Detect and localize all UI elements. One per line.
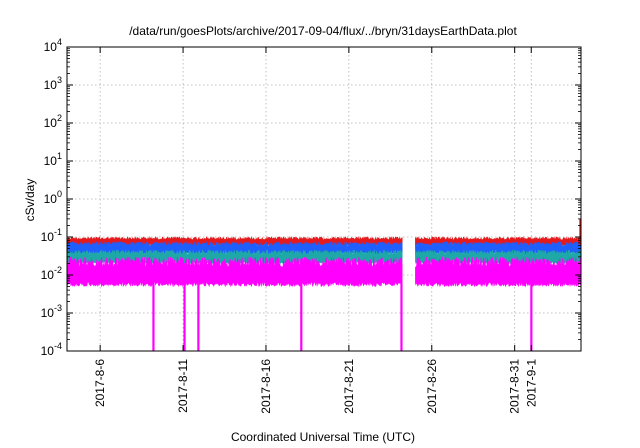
chart-title: /data/run/goesPlots/archive/2017-09-04/f… [129, 24, 517, 38]
y-axis-label: cSv/day [23, 179, 37, 222]
dropout-spike [183, 283, 186, 351]
dropout-spike [197, 283, 200, 351]
x-tick-label: 2017-8-11 [176, 359, 190, 413]
y-tick-label: 10-4 [41, 341, 62, 358]
y-tick-label: 10-3 [41, 303, 62, 320]
y-tick-label: 102 [44, 113, 62, 130]
y-tick-label: 104 [44, 37, 62, 54]
y-tick-label: 100 [44, 189, 62, 206]
x-tick-label: 2017-8-21 [342, 359, 356, 414]
x-tick-label: 2017-8-31 [508, 359, 522, 414]
y-tick-label: 10-2 [41, 265, 62, 282]
series-layer [66, 218, 582, 351]
x-axis: 2017-8-6 2017-8-11 2017-8-16 2017-8-21 2017-… [93, 47, 538, 414]
x-tick-label: 2017-8-6 [93, 359, 107, 407]
data-series-4 [66, 255, 582, 288]
y-tick-label: 103 [44, 75, 62, 92]
x-tick-label: 2017-8-26 [425, 359, 439, 414]
x-tick-label: 2017-9-1 [524, 359, 538, 407]
x-axis-label: Coordinated Universal Time (UTC) [231, 430, 415, 444]
y-tick-label: 101 [44, 151, 62, 168]
grid [67, 46, 581, 352]
dropout-spike [530, 283, 533, 351]
dropout-spike [400, 283, 403, 351]
y-tick-label: 10-1 [41, 227, 62, 244]
dropout-spike [152, 283, 155, 351]
end-spike [579, 218, 582, 241]
dropout-spike [300, 283, 303, 351]
y-axis: 10-4 10-3 10-2 10-1 100 101 102 103 104 [41, 37, 581, 358]
x-tick-label: 2017-8-16 [259, 359, 273, 414]
